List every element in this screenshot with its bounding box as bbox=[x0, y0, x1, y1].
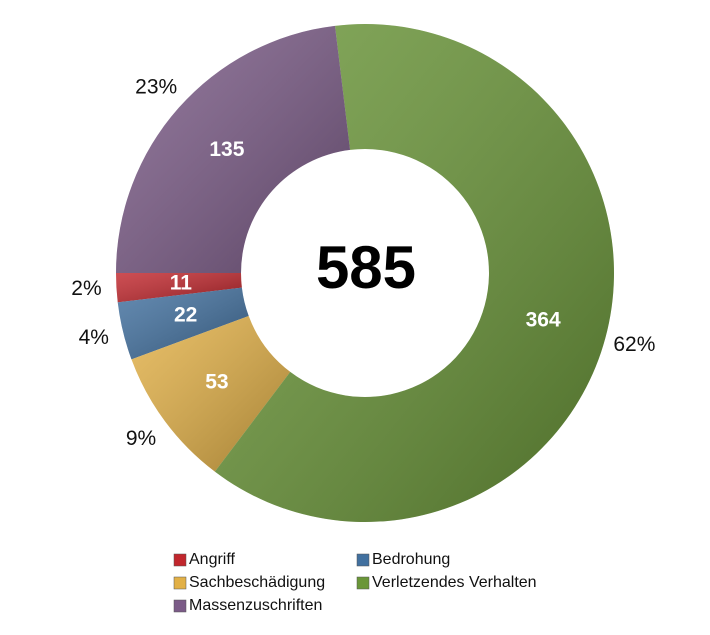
percent-label: 2% bbox=[71, 277, 101, 300]
legend-swatch bbox=[173, 553, 187, 567]
legend-swatch bbox=[173, 576, 187, 590]
percent-label: 62% bbox=[613, 333, 655, 356]
percent-label: 4% bbox=[79, 326, 109, 349]
segment-shade bbox=[116, 273, 242, 303]
segment-shade bbox=[117, 287, 249, 360]
legend-swatch bbox=[356, 576, 370, 590]
donut bbox=[116, 23, 614, 523]
legend-label: Bedrohung bbox=[372, 551, 450, 568]
legend-label: Sachbeschädigung bbox=[189, 574, 325, 591]
segment-shade bbox=[214, 23, 614, 523]
center-total: 585 bbox=[316, 234, 416, 301]
segment-shade bbox=[116, 25, 351, 273]
segment-shade bbox=[131, 316, 291, 472]
segment-value-label: 22 bbox=[174, 304, 197, 327]
segment-value-label: 135 bbox=[209, 138, 244, 161]
segment-value-label: 364 bbox=[526, 309, 561, 332]
percent-label: 23% bbox=[135, 76, 177, 99]
legend-swatch bbox=[356, 553, 370, 567]
legend-label: Verletzendes Verhalten bbox=[372, 574, 537, 591]
legend-label: Massenzuschriften bbox=[189, 597, 322, 614]
segment-value-label: 53 bbox=[205, 371, 228, 394]
legend-label: Angriff bbox=[189, 551, 236, 568]
percent-label: 9% bbox=[126, 427, 156, 450]
segment-value-label: 11 bbox=[170, 271, 193, 294]
legend-swatch bbox=[173, 599, 187, 613]
